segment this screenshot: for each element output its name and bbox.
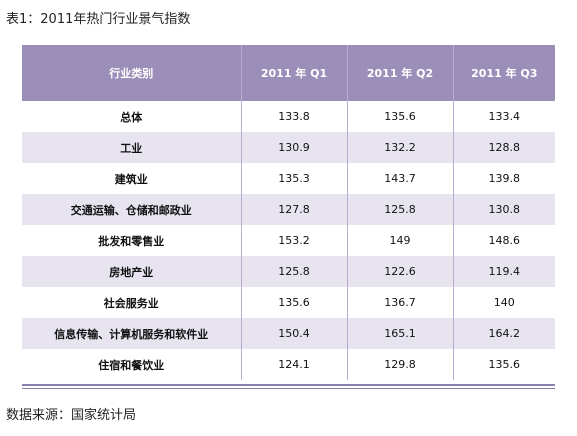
table-bottom-rule <box>22 384 555 389</box>
value-q3: 133.4 <box>452 101 555 132</box>
table-row: 交通运输、仓储和邮政业 127.8 125.8 130.8 <box>22 194 555 225</box>
header-q3: 2011 年 Q3 <box>452 45 555 101</box>
row-category: 批发和零售业 <box>22 225 242 256</box>
industry-index-table: 行业类别 2011 年 Q1 2011 年 Q2 2011 年 Q3 总体 13… <box>22 45 555 380</box>
table-row: 社会服务业 135.6 136.7 140 <box>22 287 555 318</box>
value-q1: 130.9 <box>240 132 348 163</box>
row-category: 信息传输、计算机服务和软件业 <box>22 318 242 349</box>
value-q3: 164.2 <box>452 318 555 349</box>
value-q2: 125.8 <box>346 194 454 225</box>
value-q2: 149 <box>346 225 454 256</box>
value-q3: 119.4 <box>452 256 555 287</box>
table-row: 房地产业 125.8 122.6 119.4 <box>22 256 555 287</box>
table-row: 住宿和餐饮业 124.1 129.8 135.6 <box>22 349 555 380</box>
value-q2: 129.8 <box>346 349 454 380</box>
row-category: 住宿和餐饮业 <box>22 349 242 380</box>
row-category: 总体 <box>22 101 242 132</box>
value-q1: 135.3 <box>240 163 348 194</box>
value-q1: 124.1 <box>240 349 348 380</box>
value-q2: 143.7 <box>346 163 454 194</box>
value-q1: 135.6 <box>240 287 348 318</box>
value-q2: 165.1 <box>346 318 454 349</box>
value-q3: 140 <box>452 287 555 318</box>
value-q3: 135.6 <box>452 349 555 380</box>
table-header-row: 行业类别 2011 年 Q1 2011 年 Q2 2011 年 Q3 <box>22 45 555 101</box>
row-category: 社会服务业 <box>22 287 242 318</box>
table-row: 批发和零售业 153.2 149 148.6 <box>22 225 555 256</box>
header-q2: 2011 年 Q2 <box>346 45 454 101</box>
table-caption: 表1：2011年热门行业景气指数 <box>6 12 191 27</box>
table-row: 工业 130.9 132.2 128.8 <box>22 132 555 163</box>
value-q3: 139.8 <box>452 163 555 194</box>
value-q2: 136.7 <box>346 287 454 318</box>
value-q3: 148.6 <box>452 225 555 256</box>
value-q1: 153.2 <box>240 225 348 256</box>
value-q1: 125.8 <box>240 256 348 287</box>
row-category: 房地产业 <box>22 256 242 287</box>
value-q1: 133.8 <box>240 101 348 132</box>
table-row: 建筑业 135.3 143.7 139.8 <box>22 163 555 194</box>
row-category: 建筑业 <box>22 163 242 194</box>
value-q1: 150.4 <box>240 318 348 349</box>
value-q3: 130.8 <box>452 194 555 225</box>
row-category: 工业 <box>22 132 242 163</box>
value-q2: 122.6 <box>346 256 454 287</box>
table-row: 总体 133.8 135.6 133.4 <box>22 101 555 132</box>
value-q2: 135.6 <box>346 101 454 132</box>
row-category: 交通运输、仓储和邮政业 <box>22 194 242 225</box>
value-q3: 128.8 <box>452 132 555 163</box>
value-q2: 132.2 <box>346 132 454 163</box>
header-q1: 2011 年 Q1 <box>240 45 348 101</box>
table-row: 信息传输、计算机服务和软件业 150.4 165.1 164.2 <box>22 318 555 349</box>
header-category: 行业类别 <box>22 45 242 101</box>
data-source: 数据来源：国家统计局 <box>6 408 137 423</box>
value-q1: 127.8 <box>240 194 348 225</box>
